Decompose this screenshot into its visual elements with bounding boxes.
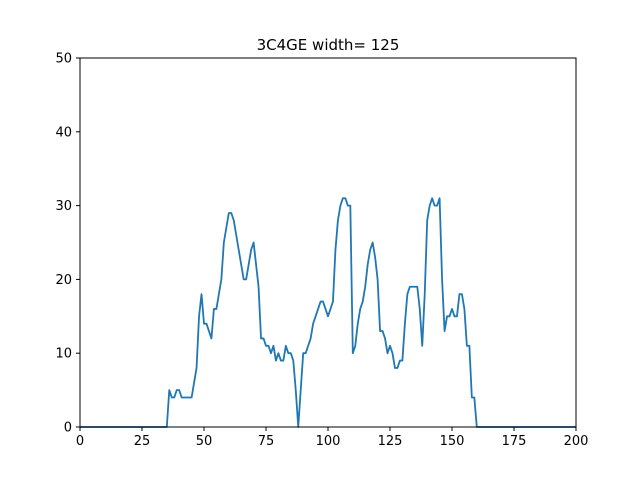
series-line-0 xyxy=(80,197,576,428)
x-tick-label: 100 xyxy=(316,434,341,449)
y-tick-label: 50 xyxy=(55,52,72,67)
x-tick-label: 75 xyxy=(258,434,275,449)
y-tick-label: 0 xyxy=(64,421,72,436)
x-tick-label: 25 xyxy=(134,434,151,449)
x-tick-label: 150 xyxy=(440,434,465,449)
plot-area xyxy=(80,197,576,428)
y-tick-label: 20 xyxy=(55,273,72,288)
x-tick-label: 50 xyxy=(196,434,213,449)
x-tick-label: 0 xyxy=(76,434,84,449)
x-axis: 0 25 50 75 100 125 150 175 200 xyxy=(76,427,589,449)
axes-frame xyxy=(79,57,577,428)
x-tick-label: 200 xyxy=(564,434,589,449)
y-tick-label: 30 xyxy=(55,199,72,214)
x-tick-label: 175 xyxy=(502,434,527,449)
chart-title: 3C4GE width= 125 xyxy=(257,36,400,54)
y-tick-label: 40 xyxy=(55,125,72,140)
x-tick-label: 125 xyxy=(378,434,403,449)
y-tick-label: 10 xyxy=(55,347,72,362)
y-axis: 0 10 20 30 40 50 xyxy=(55,52,80,436)
